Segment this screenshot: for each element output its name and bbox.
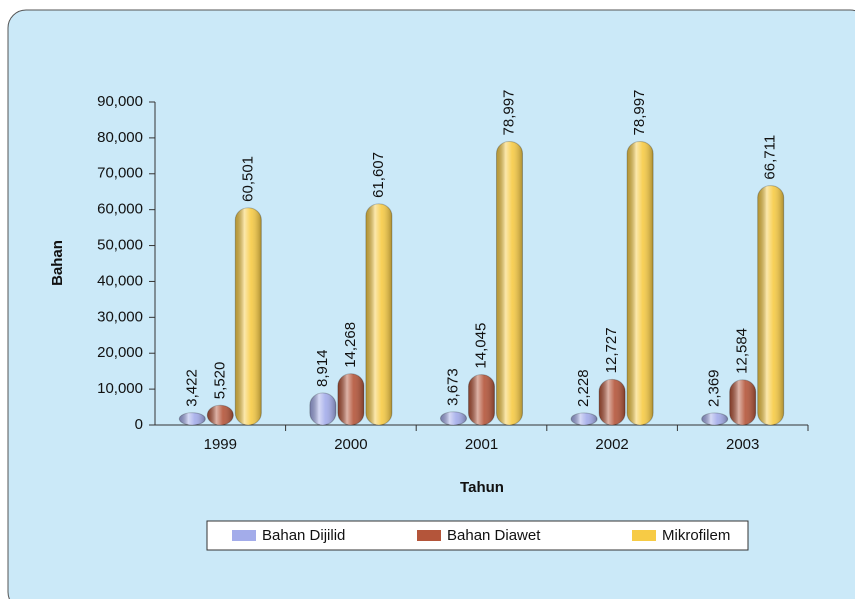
x-tick-label: 2003 [726,436,759,453]
y-tick-label: 60,000 [97,201,143,218]
data-label: 3,673 [444,368,461,406]
x-tick-label: 2002 [595,436,628,453]
y-tick-label: 20,000 [97,344,143,361]
data-label: 60,501 [239,156,256,202]
data-label: 8,914 [314,349,331,387]
x-axis-label: Tahun [460,479,504,496]
bar [440,411,467,426]
data-label: 78,997 [631,90,648,136]
x-tick-label: 2001 [465,436,498,453]
legend-swatch [232,530,256,541]
bar [570,412,598,426]
x-tick-label: 2000 [334,436,367,453]
y-tick-label: 0 [135,416,143,433]
y-tick-label: 70,000 [97,165,143,182]
y-tick-label: 80,000 [97,129,143,146]
y-tick-label: 10,000 [97,380,143,397]
legend-swatch [417,530,441,541]
bar [309,392,337,426]
data-label: 66,711 [762,135,779,180]
data-label: 2,228 [575,369,592,407]
bar [598,378,626,426]
bar [206,404,234,426]
bar [337,373,365,426]
bar [234,207,262,426]
legend [206,520,749,551]
bar [178,412,206,426]
legend-label: Bahan Diawet [447,527,541,544]
y-tick-label: 50,000 [97,237,143,254]
x-tick-label: 1999 [204,436,237,453]
data-label: 61,607 [370,152,387,198]
data-label: 12,727 [603,327,620,373]
data-label: 12,584 [734,328,751,374]
y-tick-label: 90,000 [97,93,143,110]
bar [496,140,523,426]
y-tick-label: 40,000 [97,272,143,289]
data-label: 3,422 [183,369,200,407]
data-label: 14,045 [472,323,489,369]
data-label: 78,997 [500,90,517,136]
data-label: 5,520 [211,362,228,400]
data-label: 2,369 [706,369,723,407]
bar [468,374,495,426]
y-tick-label: 30,000 [97,308,143,325]
bar [729,379,757,426]
data-label: 14,268 [342,322,359,368]
legend-label: Mikrofilem [662,527,730,544]
bar [757,185,785,426]
bar [626,140,654,426]
bar [365,203,393,426]
legend-swatch [632,530,656,541]
y-axis-label: Bahan [49,240,66,286]
bar [701,412,729,426]
legend-label: Bahan Dijilid [262,527,345,544]
